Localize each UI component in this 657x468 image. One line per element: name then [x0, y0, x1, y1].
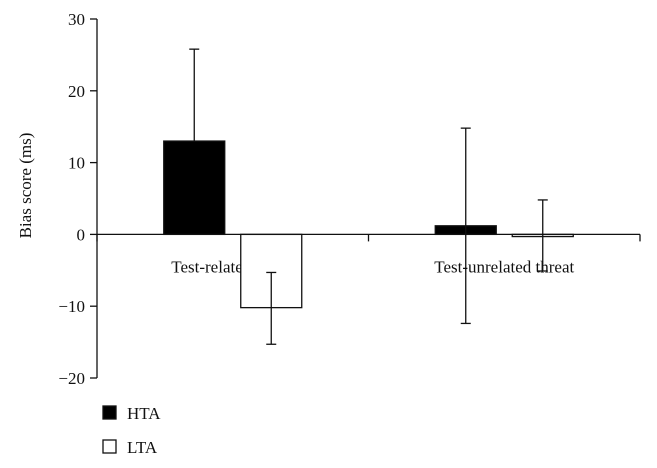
y-tick-label: 0: [77, 225, 86, 244]
legend-swatch-hta: [102, 405, 117, 420]
error-bars: [189, 48, 548, 345]
x-axis: Test-related threat Test-unrelated threat: [96, 233, 641, 276]
y-axis-label: Bias score (ms): [16, 133, 35, 239]
legend-swatch-lta: [102, 439, 117, 454]
legend-label-hta: HTA: [127, 404, 161, 423]
legend: HTA LTA: [102, 404, 161, 457]
y-tick-label: 20: [68, 82, 85, 101]
legend-label-lta: LTA: [127, 438, 158, 457]
x-tick-label: Test-unrelated threat: [434, 257, 574, 276]
y-tick-label: 30: [68, 10, 85, 29]
y-tick-label: 10: [68, 154, 85, 173]
bars: [163, 140, 574, 309]
y-tick-label: −10: [58, 297, 85, 316]
bar-hta-1: [163, 140, 226, 236]
y-axis: 30 20 10 0 −10 −20 Bias score (ms): [16, 10, 98, 388]
y-tick-label: −20: [58, 369, 85, 388]
